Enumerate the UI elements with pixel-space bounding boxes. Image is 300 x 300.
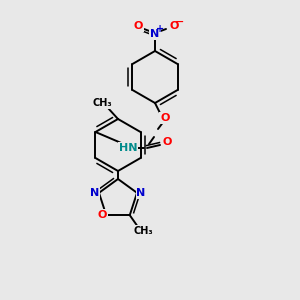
Text: O: O (169, 21, 179, 31)
Text: −: − (175, 17, 185, 27)
Text: CH₃: CH₃ (134, 226, 154, 236)
Text: +: + (156, 24, 164, 34)
Text: O: O (160, 113, 170, 123)
Text: O: O (98, 210, 107, 220)
Text: N: N (90, 188, 100, 198)
Text: N: N (136, 188, 146, 198)
Text: O: O (133, 21, 143, 31)
Text: HN: HN (119, 143, 137, 153)
Text: N: N (150, 29, 160, 39)
Text: O: O (162, 137, 172, 147)
Text: CH₃: CH₃ (92, 98, 112, 108)
